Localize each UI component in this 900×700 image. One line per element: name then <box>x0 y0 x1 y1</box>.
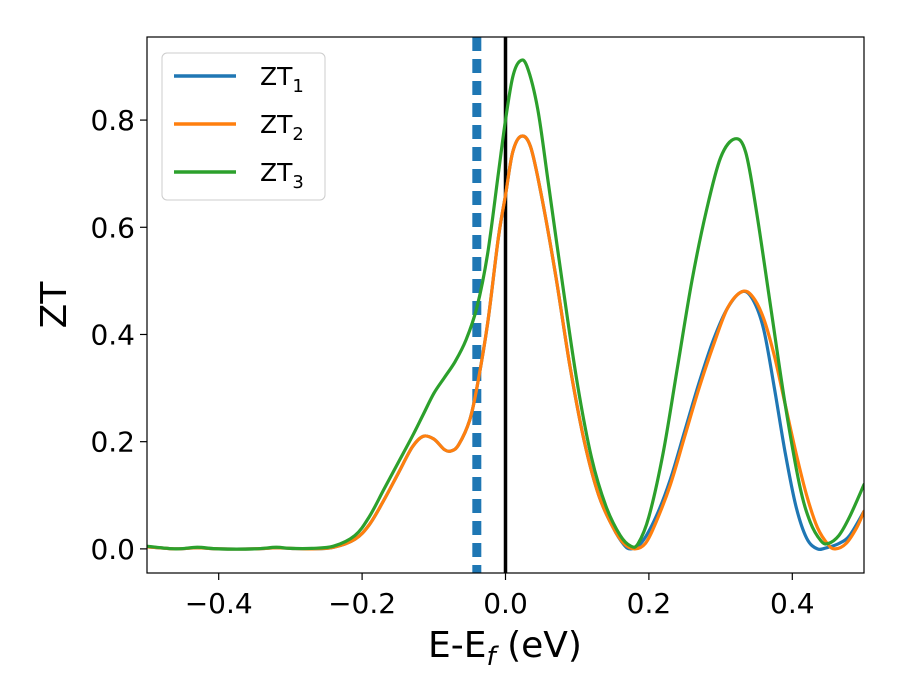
legend-label-main: ZT <box>260 110 293 139</box>
x-tick-label: −0.4 <box>185 587 253 620</box>
y-axis-label: ZT <box>34 281 75 329</box>
x-tick-label: −0.2 <box>328 587 396 620</box>
y-tick-label: 0.0 <box>90 533 135 566</box>
y-tick-label: 0.4 <box>90 318 135 351</box>
y-tick-label: 0.6 <box>90 211 135 244</box>
legend-label-zt2: ZT2 <box>260 110 304 145</box>
legend-label-main: ZT <box>260 158 293 187</box>
series-line-zt2 <box>147 134 864 551</box>
legend-box <box>161 52 326 201</box>
y-tick-label: 0.2 <box>90 426 135 459</box>
legend-label-zt1: ZT1 <box>260 62 304 97</box>
x-axis-ticks: −0.4 −0.2 0.0 0.2 0.4 <box>185 573 815 620</box>
x-axis-label-main: E-E <box>428 625 486 666</box>
legend-label-zt3: ZT3 <box>260 158 304 193</box>
y-axis-ticks: 0.0 0.2 0.4 0.6 0.8 <box>90 104 147 566</box>
series-line-zt3 <box>147 58 864 551</box>
series-lines <box>147 58 864 551</box>
x-tick-label: 0.0 <box>483 587 528 620</box>
legend-label-subscript: 2 <box>292 124 303 145</box>
x-tick-label: 0.4 <box>770 587 815 620</box>
legend-label-subscript: 1 <box>292 76 303 97</box>
x-axis-label: E-Ef (eV) <box>428 625 582 672</box>
x-axis-label-suffix: (eV) <box>496 625 582 666</box>
legend-label-subscript: 3 <box>292 172 303 193</box>
x-tick-label: 0.2 <box>627 587 672 620</box>
legend-label-main: ZT <box>260 62 293 91</box>
y-tick-label: 0.8 <box>90 104 135 137</box>
